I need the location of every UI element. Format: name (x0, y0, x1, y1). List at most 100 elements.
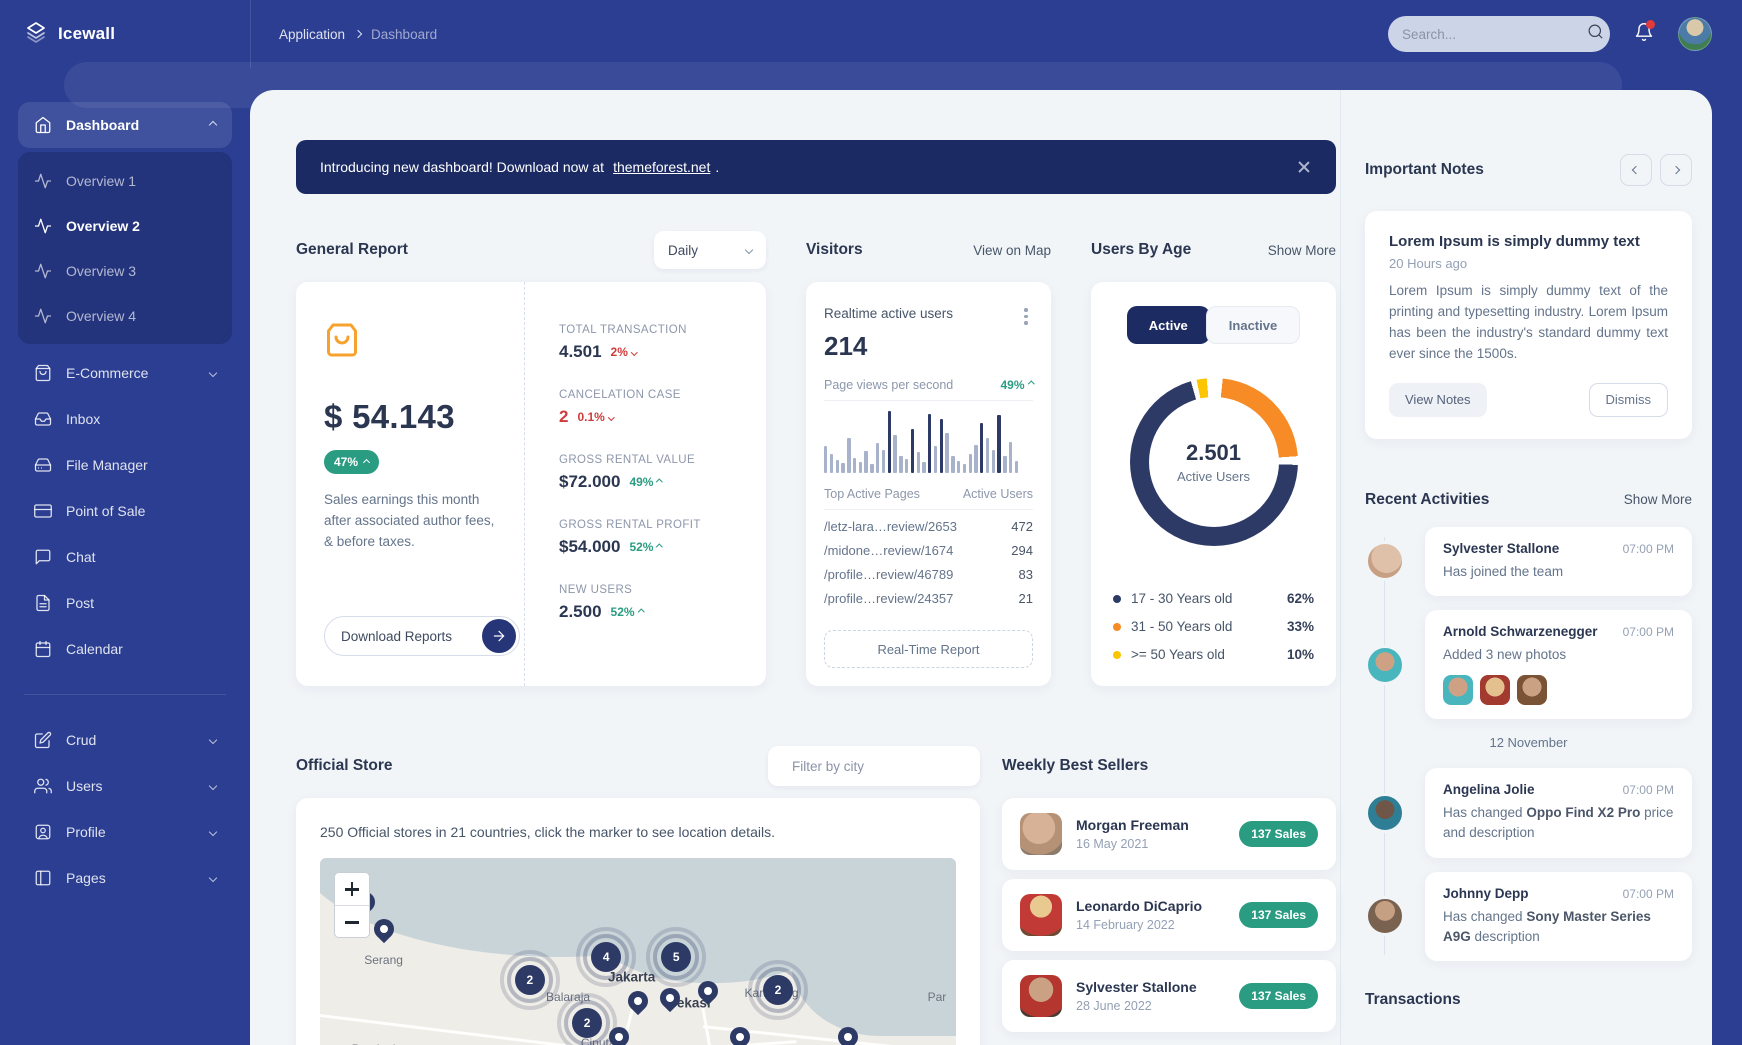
arrow-right-icon (482, 619, 516, 653)
table-row[interactable]: /profile…review/46789 83 (824, 566, 1033, 582)
dismiss-button[interactable]: Dismiss (1588, 382, 1668, 417)
content-panel: Introducing new dashboard! Download now … (250, 90, 1712, 1045)
activity-photo-thumb[interactable] (1517, 675, 1547, 706)
activity-photo-thumb[interactable] (1443, 675, 1473, 706)
brand[interactable]: Icewall (24, 20, 250, 49)
sidebar-item-dashboard[interactable]: Dashboard (18, 102, 232, 148)
sidebar-item-overview-2[interactable]: Overview 2 (18, 203, 232, 248)
sidebar-item-point-of-sale[interactable]: Point of Sale (18, 488, 232, 534)
notifications-button[interactable] (1634, 19, 1655, 47)
seller-card[interactable]: Morgan Freeman 16 May 2021 137 Sales (1002, 798, 1336, 870)
activity-avatar (1365, 792, 1405, 833)
sidebar-item-pages[interactable]: Pages (18, 855, 232, 901)
sidebar-item-users[interactable]: Users (18, 763, 232, 809)
bar (1009, 441, 1013, 473)
official-store-card: 250 Official stores in 21 countries, cli… (296, 798, 980, 1045)
shopping-bag-icon (327, 323, 357, 357)
bar (887, 410, 891, 473)
table-header-users: Active Users (962, 486, 1033, 501)
themeforest-link[interactable]: themeforest.net (613, 159, 711, 175)
store-map[interactable]: SerangBalarajaJakartaBekasiKarawangPande… (320, 858, 956, 1045)
kebab-menu-icon[interactable] (1019, 306, 1033, 325)
search-icon[interactable] (1587, 23, 1604, 45)
map-cluster-marker[interactable]: 2 (747, 960, 808, 1020)
sidebar-item-overview-1[interactable]: Overview 1 (18, 158, 232, 203)
sidebar-item-overview-4[interactable]: Overview 4 (18, 293, 232, 338)
search-input[interactable] (1402, 26, 1579, 42)
table-row[interactable]: /midone…review/1674 294 (824, 542, 1033, 558)
sales-badge: 137 Sales (1239, 983, 1318, 1009)
activity-card: Arnold Schwarzenegger 07:00 PM Added 3 ne… (1425, 609, 1692, 720)
sidebar-item-label: Profile (66, 824, 106, 840)
global-search[interactable] (1388, 16, 1610, 52)
legend-item: 17 - 30 Years old 62% (1113, 591, 1314, 606)
delta-down: 0.1% (577, 410, 615, 424)
view-on-map-link[interactable]: View on Map (973, 242, 1051, 258)
seller-card[interactable]: Sylvester Stallone 28 June 2022 137 Sale… (1002, 960, 1336, 1032)
show-more-link[interactable]: Show More (1267, 242, 1336, 258)
sidebar-item-label: File Manager (66, 457, 148, 473)
seller-photo (1020, 894, 1062, 936)
toggle-inactive[interactable]: Inactive (1205, 306, 1301, 344)
map-zoom-out-button[interactable] (335, 905, 369, 937)
sidebar-item-calendar[interactable]: Calendar (18, 626, 232, 672)
toggle-active[interactable]: Active (1126, 306, 1210, 344)
chevron-down-icon (208, 735, 218, 745)
chevron-up-icon (362, 458, 371, 466)
sidebar-item-profile[interactable]: Profile (18, 809, 232, 855)
bar (847, 438, 851, 473)
seller-photo (1020, 975, 1062, 1017)
report-range-select[interactable]: Daily (654, 231, 766, 269)
map-pin-marker[interactable] (623, 986, 653, 1016)
realtime-report-button[interactable]: Real-Time Report (824, 630, 1033, 668)
pages-icon (35, 870, 51, 886)
filter-city-input[interactable] (792, 758, 969, 774)
notes-prev-button[interactable] (1620, 154, 1652, 186)
activity-photo-thumb[interactable] (1480, 675, 1510, 706)
map-zoom-in-button[interactable] (335, 873, 369, 905)
sidebar-item-post[interactable]: Post (18, 580, 232, 626)
sidebar-item-label: Inbox (66, 411, 101, 427)
activity-avatar (1365, 896, 1405, 937)
map-cluster-marker[interactable]: 2 (499, 950, 560, 1011)
activity-item: Johnny Depp 07:00 PM Has changed Sony Mas… (1365, 871, 1692, 962)
show-more-link[interactable]: Show More (1623, 492, 1692, 508)
sidebar-item-crud[interactable]: Crud (18, 717, 232, 763)
download-reports-button[interactable]: Download Reports (324, 616, 520, 656)
breadcrumb-page[interactable]: Dashboard (371, 26, 438, 42)
bar (956, 460, 961, 473)
seller-card[interactable]: Leonardo DiCaprio 14 February 2022 137 S… (1002, 879, 1336, 951)
activity-item: Angelina Jolie 07:00 PM Has changed Oppo … (1365, 768, 1692, 858)
sidebar-item-label: Dashboard (66, 117, 140, 133)
map-cluster-marker[interactable]: 5 (646, 927, 707, 987)
banner-text: Introducing new dashboard! Download now … (320, 159, 605, 175)
sidebar-item-inbox[interactable]: Inbox (18, 396, 232, 442)
sidebar-item-ecommerce[interactable]: E-Commerce (18, 350, 232, 396)
user-avatar[interactable] (1678, 17, 1712, 51)
users-by-age-card: Active Inactive 2.501 Active Users 17 - … (1091, 282, 1336, 695)
calendar-icon (35, 640, 51, 658)
users-icon (34, 778, 52, 794)
bar (933, 446, 938, 473)
kpi-cancelation-case: CANCELATION CASE 2 0.1% (559, 389, 681, 426)
banner-close-icon[interactable] (1296, 159, 1312, 175)
sales-change-badge: 47% (324, 450, 380, 474)
sidebar-item-overview-3[interactable]: Overview 3 (18, 248, 232, 293)
map-cluster-marker[interactable]: 4 (576, 927, 637, 987)
view-notes-button[interactable]: View Notes (1389, 382, 1487, 417)
sales-badge: 137 Sales (1239, 821, 1318, 847)
table-row[interactable]: /profile…review/24357 21 (824, 590, 1033, 606)
sidebar-item-label: Overview 4 (66, 307, 137, 324)
breadcrumb-section[interactable]: Application (279, 26, 346, 42)
table-header-pages: Top Active Pages (824, 486, 920, 501)
map-city-label: Pandeglang (352, 1042, 416, 1045)
sidebar-item-chat[interactable]: Chat (18, 534, 232, 580)
sidebar-item-file-manager[interactable]: File Manager (18, 442, 232, 488)
seller-name: Morgan Freeman (1076, 817, 1189, 833)
filter-by-city[interactable] (768, 746, 980, 786)
activity-time: 07:00 PM (1622, 541, 1674, 556)
map-pin-marker[interactable] (725, 1023, 754, 1045)
map-cluster-marker[interactable]: 2 (557, 993, 618, 1045)
notes-next-button[interactable] (1660, 154, 1692, 186)
table-row[interactable]: /letz-lara…review/2653 472 (824, 518, 1033, 534)
